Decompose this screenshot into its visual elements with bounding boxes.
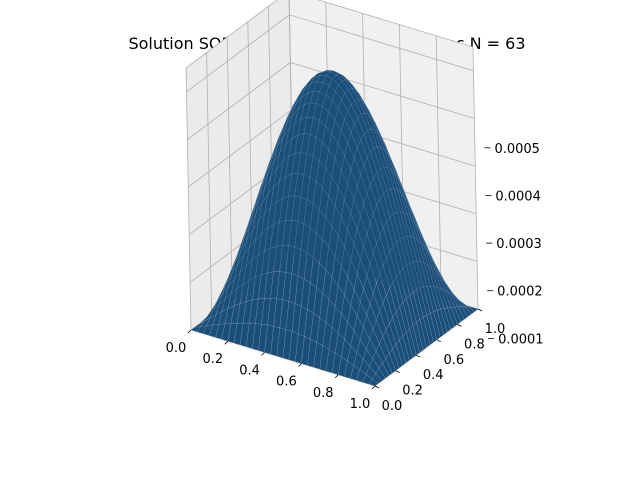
y-tick-label: 0.2 (402, 384, 423, 399)
y-tick-mark (374, 385, 380, 389)
surface-patch (372, 373, 383, 384)
x-tick-label: 0.6 (276, 375, 297, 390)
surface-patch (430, 311, 441, 341)
surface-patch (443, 307, 455, 330)
axis-ticks: 0.00.20.40.60.81.0 0.00.20.40.60.81.00.00… (166, 142, 544, 414)
x-tick-mark (298, 363, 302, 367)
y-tick-label: 1.0 (485, 322, 506, 337)
surface-patch (450, 306, 461, 325)
surface-patch (395, 339, 407, 366)
x-tick-label: 1.0 (350, 397, 371, 412)
y-tick-mark (477, 308, 483, 312)
z-tick-label: 0.0005 (494, 142, 540, 157)
z-tick-label: 0.0003 (496, 237, 541, 252)
x-tick-mark (187, 329, 192, 334)
z-tick-label: 0.0004 (495, 189, 541, 204)
x-tick-mark (261, 352, 265, 356)
y-tick-mark (395, 370, 400, 373)
y-tick-label: 0.8 (464, 337, 485, 352)
y-tick-mark (436, 339, 441, 343)
surface-patch (440, 308, 451, 333)
x-tick-mark (224, 340, 229, 345)
y-tick-label: 0.6 (443, 353, 464, 368)
y-tick-mark (416, 354, 421, 358)
surface-mesh (190, 69, 479, 387)
pane-top-edge (185, 0, 474, 69)
surface-patch (368, 378, 379, 387)
y-tick-mark (457, 324, 462, 327)
surface-patch (399, 335, 410, 364)
y-tick-label: 0.4 (423, 368, 444, 383)
surface-patch (389, 348, 400, 371)
x-tick-mark (334, 374, 339, 379)
x-tick-label: 0.4 (239, 363, 260, 378)
surface-patch (461, 306, 472, 317)
x-tick-label: 0.2 (202, 352, 223, 367)
y-tick-label: 0.0 (382, 399, 403, 414)
surface-patch (402, 331, 413, 361)
x-tick-label: 0.8 (313, 386, 334, 401)
x-tick-label: 0.0 (166, 341, 187, 356)
z-tick-label: 0.0002 (497, 285, 543, 300)
x-tick-mark (371, 385, 376, 390)
z-tick-label: 0.0001 (498, 332, 544, 347)
